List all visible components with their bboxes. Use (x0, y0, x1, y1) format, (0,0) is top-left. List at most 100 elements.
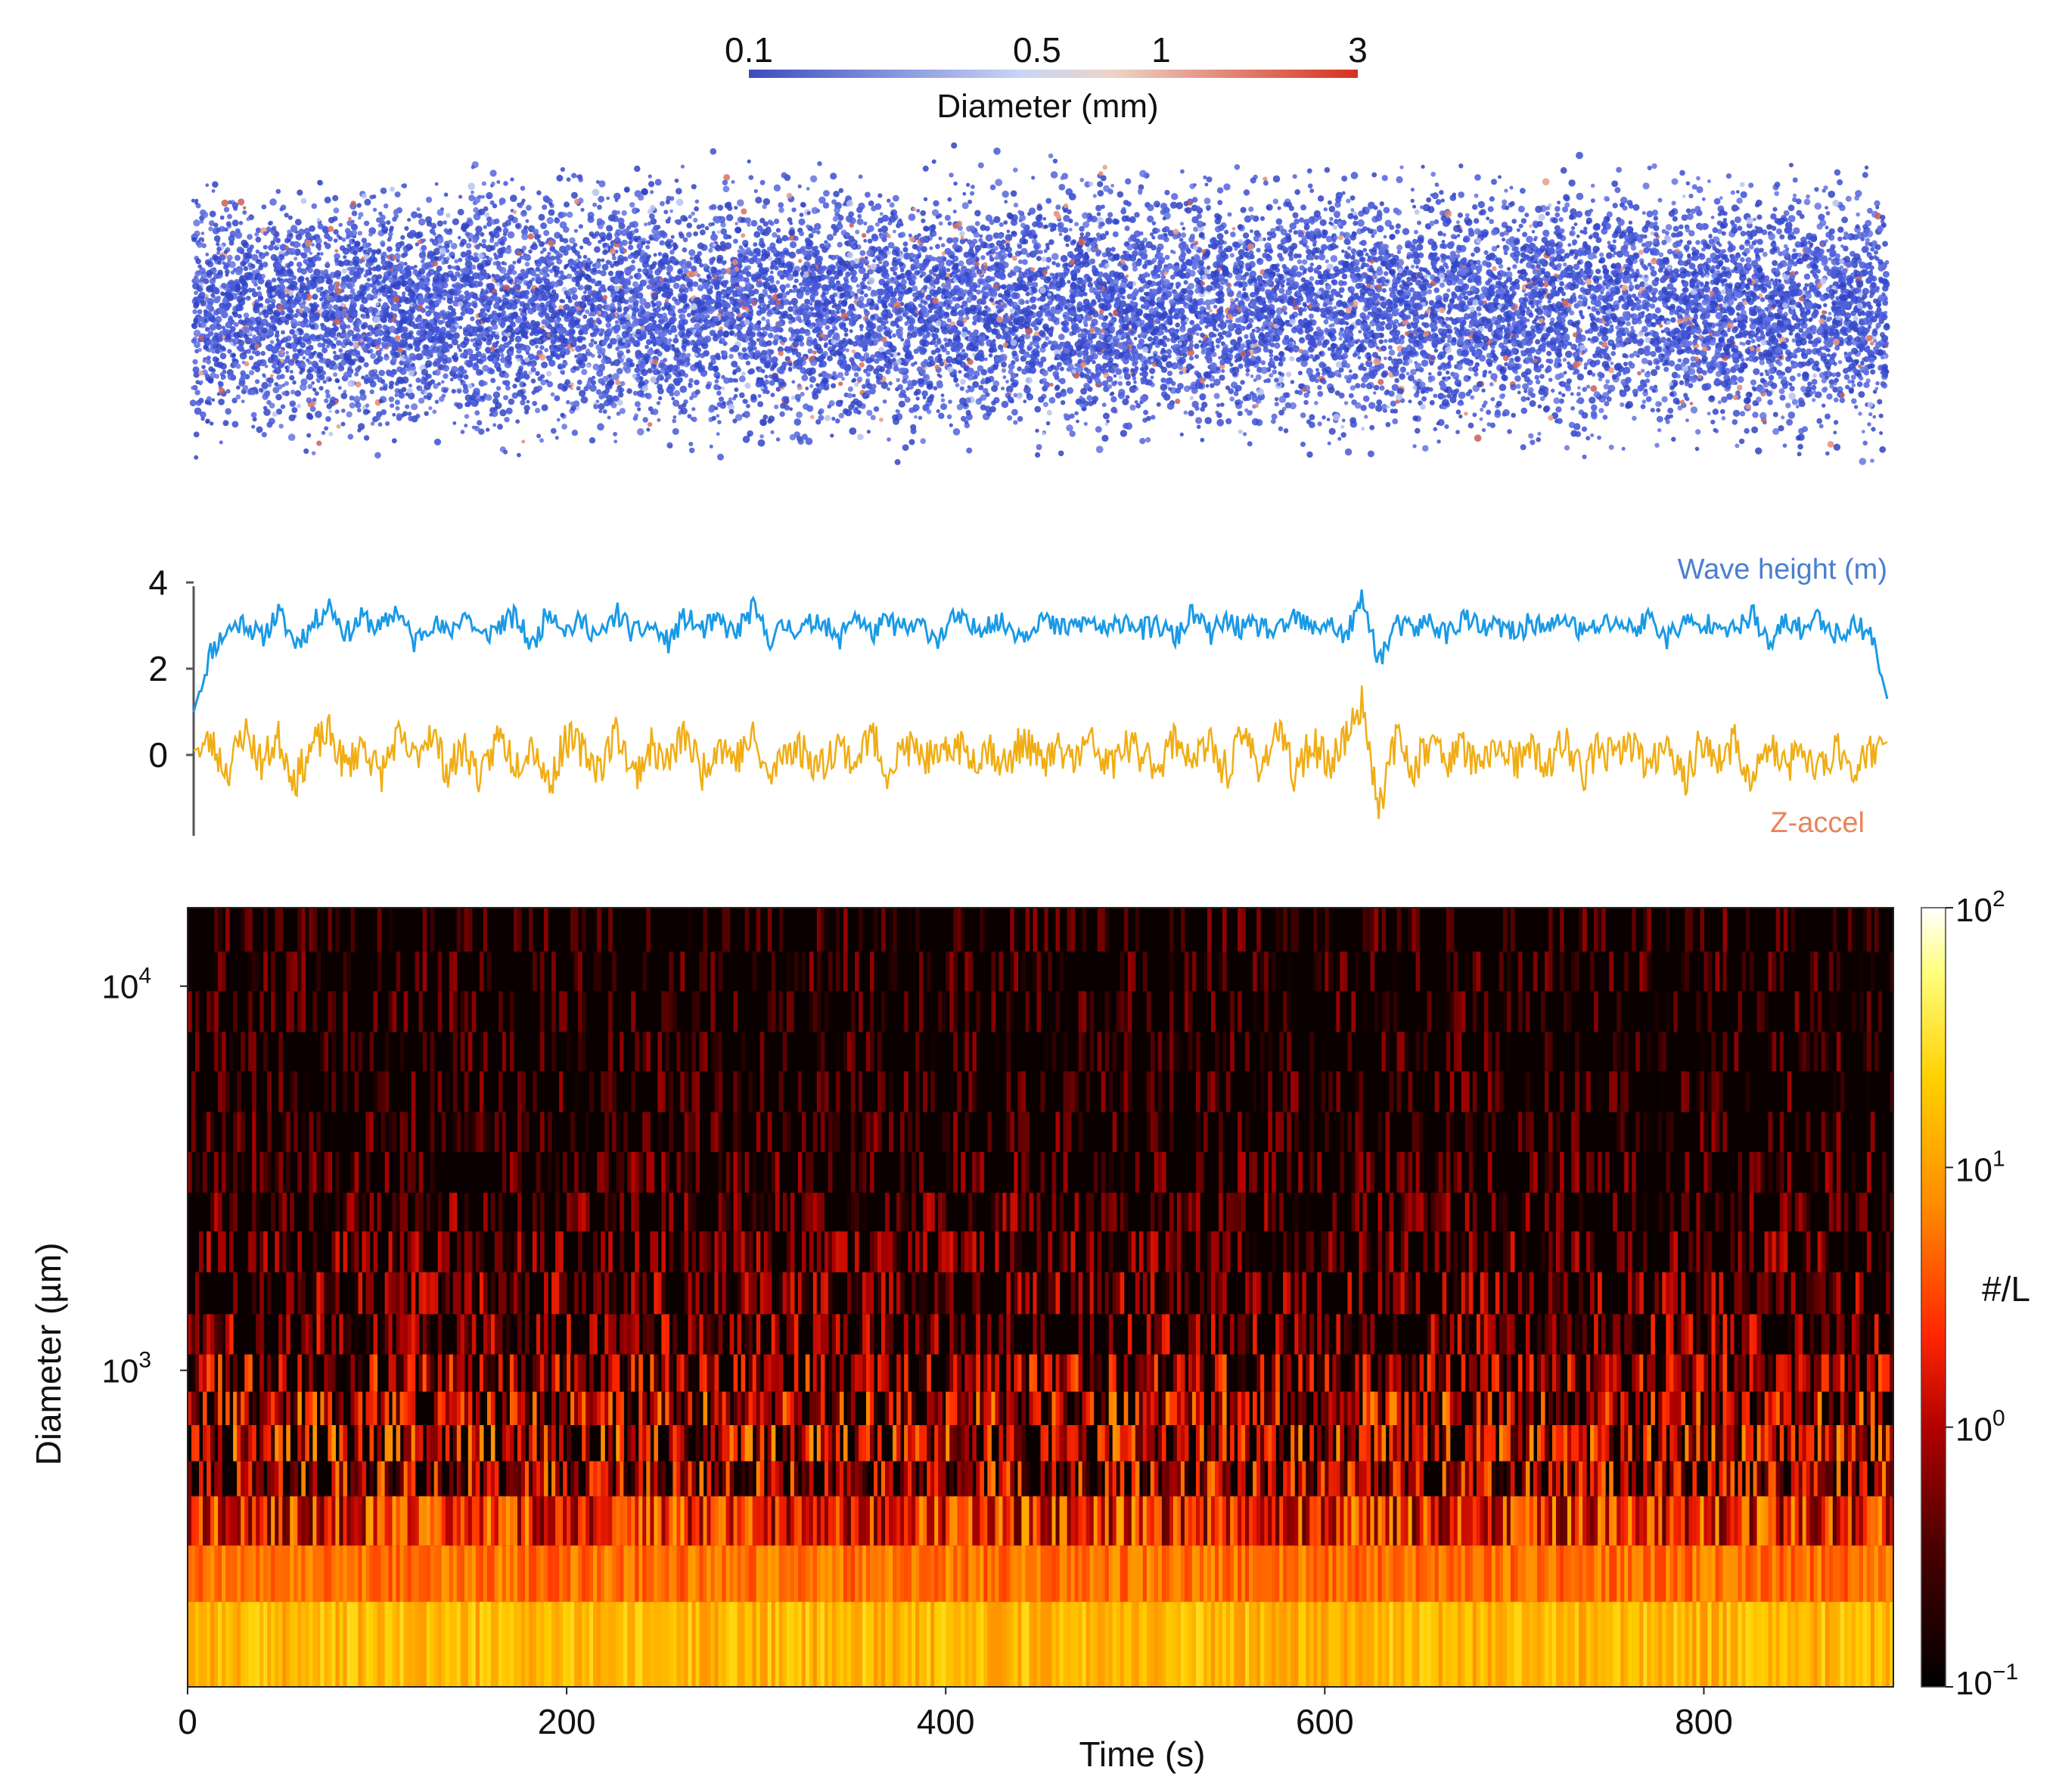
particle-point (1300, 441, 1306, 447)
particle-point (799, 341, 805, 347)
particle-point (1826, 393, 1833, 400)
particle-point (1608, 444, 1614, 450)
particle-point (597, 423, 604, 431)
particle-point (1058, 450, 1064, 457)
particle-point (1079, 178, 1085, 182)
particle-point (1879, 431, 1884, 435)
particle-point (1710, 419, 1716, 425)
particle-point (496, 180, 501, 185)
particle-point (1381, 371, 1388, 378)
particle-point (722, 185, 730, 193)
particle-point (1314, 401, 1318, 405)
particle-point (1309, 276, 1315, 281)
particle-point (432, 409, 437, 415)
particle-point (1164, 254, 1170, 260)
particle-point (823, 190, 830, 197)
particle-point (753, 189, 758, 194)
particle-point (251, 365, 256, 371)
particle-point (760, 368, 766, 374)
particle-point (809, 302, 813, 306)
particle-point (251, 424, 256, 429)
particle-point (486, 283, 492, 289)
particle-point (238, 198, 245, 206)
particle-point (458, 315, 464, 321)
particle-point (1337, 374, 1342, 378)
particle-point (598, 409, 603, 414)
particle-point (1412, 444, 1417, 449)
particle-point (1300, 277, 1306, 283)
particle-point (902, 241, 908, 247)
particle-point (961, 349, 966, 353)
colorbar-diameter-ticks: 0.1 0.5 1 3 (725, 30, 1368, 70)
particle-point (1360, 240, 1367, 247)
particle-point (738, 245, 743, 250)
particle-point (675, 198, 684, 207)
particle-point (297, 189, 303, 196)
particle-point (1067, 209, 1072, 215)
particle-point (1752, 412, 1759, 418)
particle-point (1677, 405, 1683, 411)
particle-point (309, 225, 315, 232)
particle-point (1005, 380, 1009, 384)
particle-point (1474, 193, 1479, 198)
particle-point (866, 430, 871, 434)
particle-point (1219, 402, 1225, 407)
particle-point (1105, 217, 1113, 225)
particle-point (1341, 249, 1345, 253)
particle-point (525, 219, 530, 223)
particle-point (870, 415, 876, 421)
particle-point (1272, 369, 1278, 375)
particle-point (671, 396, 675, 401)
particle-point (1630, 268, 1635, 273)
particle-point (1787, 412, 1796, 419)
particle-point (893, 271, 897, 276)
particle-point (1736, 197, 1743, 204)
particle-point (365, 374, 369, 379)
particle-point (1328, 221, 1332, 225)
particle-point (619, 408, 626, 415)
particle-point (390, 225, 394, 231)
particle-point (1691, 184, 1697, 190)
particle-point (1488, 370, 1492, 374)
particle-point (543, 230, 550, 236)
particle-point (1483, 369, 1488, 374)
particle-point (1051, 253, 1059, 261)
particle-point (1449, 298, 1455, 303)
particle-point (641, 368, 648, 377)
particle-point (354, 371, 359, 377)
particle-point (1205, 384, 1210, 388)
particle-point (357, 231, 362, 236)
particle-point (293, 256, 298, 261)
particle-point (1048, 396, 1056, 404)
particle-point (1458, 191, 1464, 198)
particle-point (1797, 452, 1802, 457)
particle-point (1822, 387, 1828, 393)
particle-point (1529, 400, 1536, 407)
particle-point (845, 348, 849, 352)
particle-point (1070, 281, 1076, 287)
particle-point (1756, 343, 1761, 348)
particle-point (1739, 411, 1746, 417)
particle-point (653, 253, 657, 257)
particle-point (363, 435, 370, 441)
particle-point (1292, 212, 1299, 219)
particle-point (1042, 217, 1047, 221)
particle-point (1467, 375, 1471, 380)
particle-point (1164, 190, 1170, 196)
particle-point (1476, 306, 1482, 312)
particle-point (1646, 210, 1654, 218)
particle-point (395, 405, 400, 411)
particle-point (1850, 374, 1856, 380)
particle-point (1526, 318, 1530, 322)
particle-point (1823, 303, 1828, 308)
particle-point (1357, 356, 1362, 360)
particle-point (289, 374, 295, 381)
particle-point (1289, 222, 1297, 230)
particle-point (1182, 226, 1186, 231)
particle-point (1859, 458, 1867, 465)
particle-point (464, 231, 470, 237)
particle-point (1795, 198, 1802, 205)
particle-point (741, 208, 747, 215)
particle-point (1133, 380, 1137, 384)
particle-point (1616, 166, 1623, 173)
